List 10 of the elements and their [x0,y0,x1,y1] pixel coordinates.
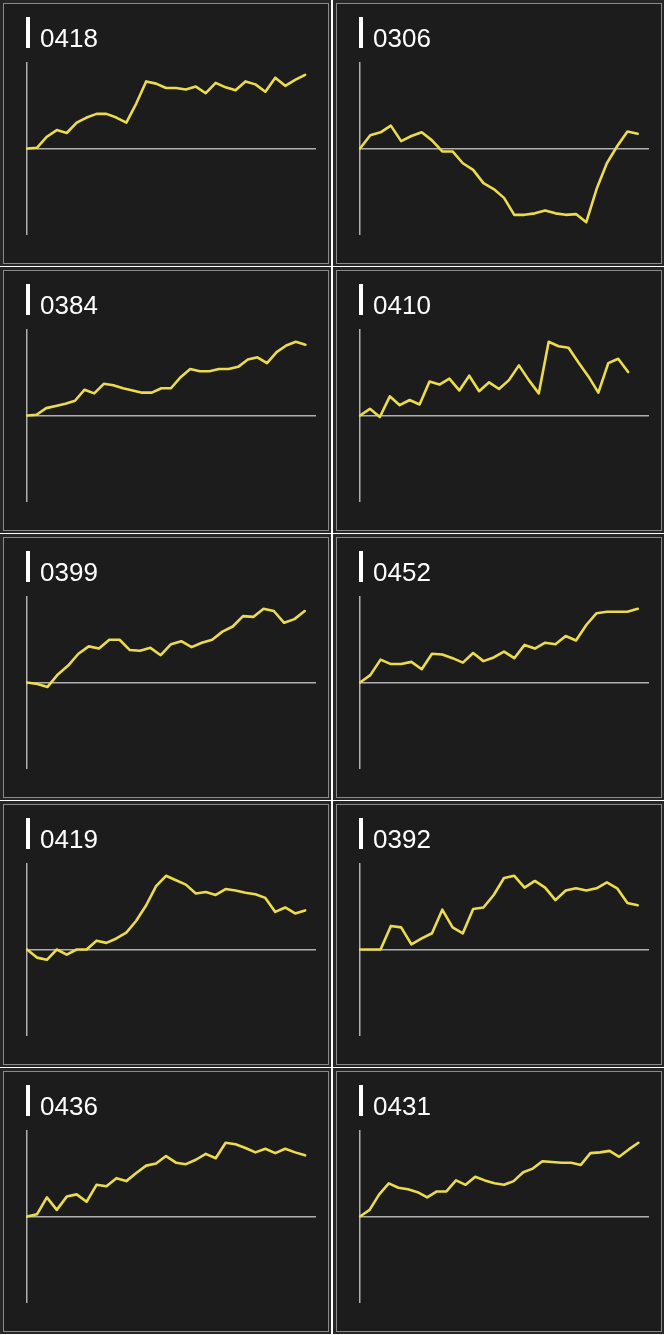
chart-title: 0431 [373,1091,431,1121]
chart-title: 0418 [40,23,98,53]
chart-title: 0419 [40,824,98,854]
chart-title: 0384 [40,290,98,320]
chart-title: 0410 [373,290,431,320]
chart-title: 0392 [373,824,431,854]
chart-title: 0306 [373,23,431,53]
chart-title: 0399 [40,557,98,587]
chart-title: 0452 [373,557,431,587]
chart-title: 0436 [40,1091,98,1121]
